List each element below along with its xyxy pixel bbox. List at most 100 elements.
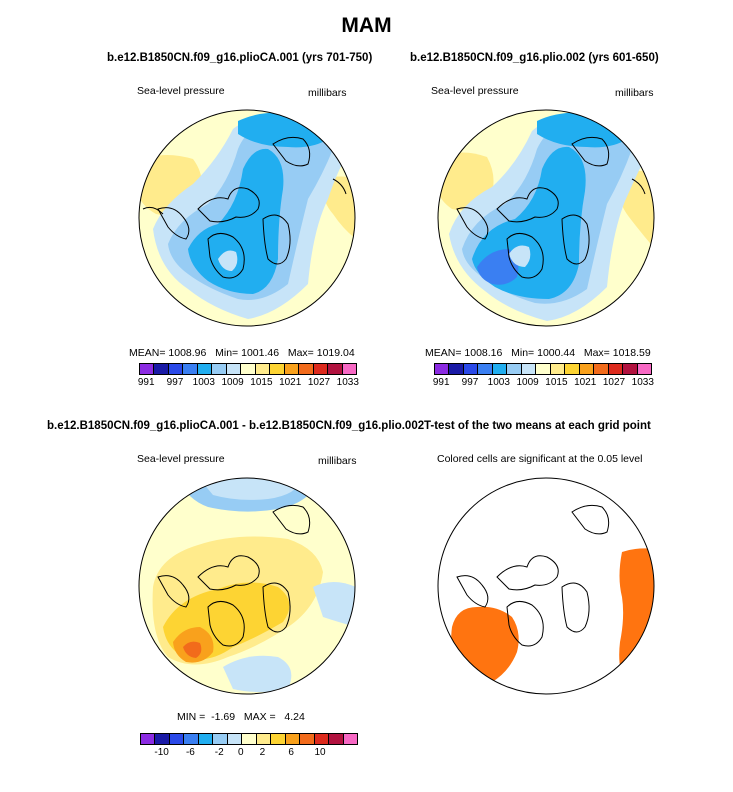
panel1-variable-label: Sea-level pressure: [137, 85, 225, 97]
map2-coast-3: [506, 233, 544, 279]
map1-coast-7: [142, 206, 164, 215]
colorbar-box: [623, 364, 638, 374]
colorbar-box: [255, 364, 271, 374]
panel2-map: [437, 109, 655, 327]
colorbar-box: [242, 734, 257, 744]
panel2-max-label: Max=: [583, 347, 610, 359]
colorbar-tick-label: 1021: [574, 377, 597, 388]
colorbar-box: [329, 734, 344, 744]
map1-coast-6: [332, 178, 347, 195]
colorbar-box: [213, 734, 228, 744]
colorbar-box: [449, 364, 464, 374]
colorbar-box: [226, 364, 242, 374]
map2-low-1000: [477, 249, 519, 285]
colorbar-box: [478, 364, 493, 374]
map3-top-weak: [198, 478, 303, 500]
colorbar-box: [492, 364, 508, 374]
map2-coast-4: [561, 214, 590, 265]
panel2-title: b.e12.B1850CN.f09_g16.plio.002 (yrs 601-…: [410, 52, 659, 64]
colorbar-tick-label: 1027: [602, 377, 626, 388]
panel2-stats: MEAN= 1008.16 Min= 1000.44 Max= 1018.59: [425, 347, 651, 359]
map3-coast-2: [197, 555, 260, 591]
colorbar-box: [328, 364, 343, 374]
colorbar-box: [154, 364, 169, 374]
colorbar-tick-label: 1009: [516, 377, 539, 388]
colorbar-box: [300, 734, 315, 744]
panel3-title: b.e12.B1850CN.f09_g16.plioCA.001 - b.e12…: [47, 420, 425, 432]
panel1-colorbar-ticks: 991 997 1003 1009 1015 1021 1027 1033: [137, 377, 359, 391]
panel3-max-label: MAX =: [243, 711, 276, 723]
colorbar-tick-label: 1033: [631, 377, 654, 388]
panel4-title: T-test of the two means at each grid poi…: [424, 420, 651, 432]
map1-high-east: [322, 176, 355, 239]
map2-light-patch: [509, 245, 531, 267]
map1-core-1003: [188, 148, 284, 294]
colorbar-box: [550, 364, 566, 374]
colorbar-box: [168, 364, 184, 374]
colorbar-box: [197, 364, 213, 374]
colorbar-box: [579, 364, 595, 374]
colorbar-tick-label: 1015: [545, 377, 568, 388]
colorbar-tick-label: 1009: [221, 377, 244, 388]
map2-coast-1: [456, 207, 489, 240]
panel4-subtitle: Colored cells are significant at the 0.0…: [437, 453, 643, 465]
panel1-max-label: Max=: [287, 347, 314, 359]
panel1-min-value: 1001.46: [241, 347, 280, 359]
colorbar-box: [507, 364, 522, 374]
colorbar-box: [155, 734, 170, 744]
colorbar-tick-label: 991: [137, 377, 155, 388]
map1-coast-1: [157, 207, 190, 240]
colorbar-box: [314, 734, 330, 744]
colorbar-box: [463, 364, 479, 374]
colorbar-box: [227, 734, 243, 744]
panel1-mean-value: 1008.96: [168, 347, 207, 359]
colorbar-box: [141, 734, 156, 744]
map4-coast-3: [506, 601, 544, 647]
colorbar-box: [284, 364, 300, 374]
panel2-colorbar-ticks: 991 997 1003 1009 1015 1021 1027 1033: [433, 377, 654, 391]
panel2-units-label: millibars: [615, 87, 654, 99]
panel3-max-value: 4.24: [284, 711, 305, 723]
panel2-mean-value: 1008.16: [464, 347, 503, 359]
colorbar-box: [183, 364, 198, 374]
panel2-variable-label: Sea-level pressure: [431, 85, 519, 97]
colorbar-tick-label: 997: [166, 377, 184, 388]
panel1-map: [138, 109, 356, 327]
colorbar-tick-label: 997: [461, 377, 479, 388]
panel1-min-label: Min=: [215, 347, 239, 359]
colorbar-tick-label: 1027: [307, 377, 331, 388]
colorbar-box: [241, 364, 256, 374]
colorbar-tick-label: -10: [154, 747, 169, 758]
panel2-max-value: 1018.59: [612, 347, 651, 359]
colorbar-box: [637, 364, 652, 374]
colorbar-tick-label: 6: [288, 747, 294, 758]
colorbar-tick-label: -2: [214, 747, 224, 758]
colorbar-box: [140, 364, 155, 374]
colorbar-box: [285, 734, 301, 744]
map4-coast-4: [561, 582, 590, 633]
colorbar-tick-label: 1003: [487, 377, 510, 388]
map3-bottom-negative: [223, 655, 292, 692]
panel3-variable-label: Sea-level pressure: [137, 453, 225, 465]
colorbar-box: [271, 734, 286, 744]
colorbar-box: [608, 364, 624, 374]
panel3-min-value: -1.69: [211, 711, 236, 723]
panel2-mean-label: MEAN=: [425, 347, 462, 359]
colorbar-box: [270, 364, 285, 374]
colorbar-box: [169, 734, 185, 744]
map4-coast-2: [496, 555, 559, 591]
colorbar-tick-label: 1003: [192, 377, 215, 388]
colorbar-box: [313, 364, 329, 374]
colorbar-box: [299, 364, 314, 374]
map3-coast-3: [207, 601, 245, 647]
map3-positive-4: [183, 641, 202, 658]
map3-coast-4: [262, 582, 291, 633]
colorbar-box: [342, 364, 357, 374]
colorbar-box: [212, 364, 227, 374]
colorbar-box: [565, 364, 580, 374]
map4-coast-5: [571, 504, 610, 535]
panel3-colorbar: [140, 733, 358, 745]
map1-coast-5: [272, 136, 311, 167]
map2-coast-5: [571, 136, 610, 167]
colorbar-box: [343, 734, 358, 744]
